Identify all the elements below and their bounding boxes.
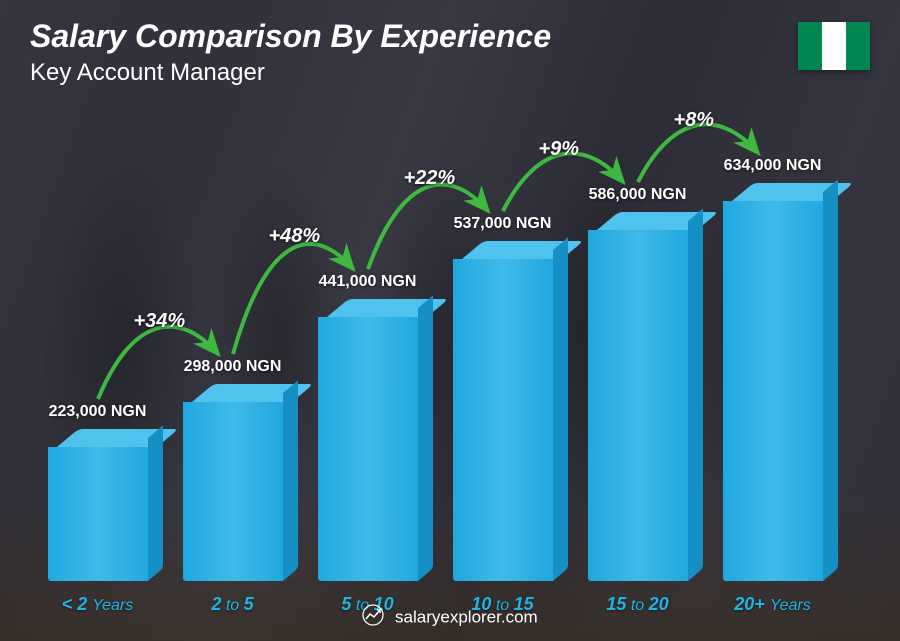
bar [48,429,148,581]
increase-pct-label: +22% [404,167,456,190]
bar-side [688,208,703,581]
bar-value-label: 298,000 NGN [184,358,282,376]
bar [183,384,283,581]
bar-side [283,380,298,581]
chart-area: 223,000 NGN< 2 Years298,000 NGN2 to 5441… [30,101,840,581]
bar-front [453,259,553,581]
bar-value-label: 223,000 NGN [49,403,147,421]
increase-pct-label: +34% [134,310,186,333]
bar-front [588,230,688,581]
footer: salaryexplorer.com [0,604,900,631]
bar-value-label: 586,000 NGN [589,186,687,204]
bar-value-label: 441,000 NGN [319,273,417,291]
bar [318,299,418,581]
bar [453,241,553,581]
country-flag-nigeria [798,22,870,70]
bar-group: 441,000 NGN5 to 10 [306,273,429,581]
bar-value-label: 634,000 NGN [724,157,822,175]
bar-group: 298,000 NGN2 to 5 [171,358,294,581]
bar-group: 634,000 NGN20+ Years [711,157,834,581]
bar-value-label: 537,000 NGN [454,215,552,233]
bar [588,212,688,581]
page-subtitle: Key Account Manager [30,59,551,87]
bar-side [553,237,568,581]
bar-side [418,295,433,581]
flag-stripe [846,22,870,70]
bar [723,183,823,581]
header: Salary Comparison By Experience Key Acco… [30,18,551,87]
bar-side [148,425,163,581]
bar-group: 586,000 NGN15 to 20 [576,186,699,581]
bar-front [318,317,418,581]
bar-front [183,402,283,581]
increase-pct-label: +8% [674,109,715,132]
bar-group: 223,000 NGN< 2 Years [36,403,159,581]
increase-pct-label: +48% [269,225,321,248]
bar-side [823,179,838,581]
page-title: Salary Comparison By Experience [30,18,551,55]
footer-text: salaryexplorer.com [395,608,538,627]
flag-stripe [798,22,822,70]
bar-group: 537,000 NGN10 to 15 [441,215,564,581]
bar-front [48,447,148,581]
bar-front [723,201,823,581]
flag-stripe [822,22,846,70]
increase-pct-label: +9% [539,138,580,161]
logo-icon [362,604,384,631]
